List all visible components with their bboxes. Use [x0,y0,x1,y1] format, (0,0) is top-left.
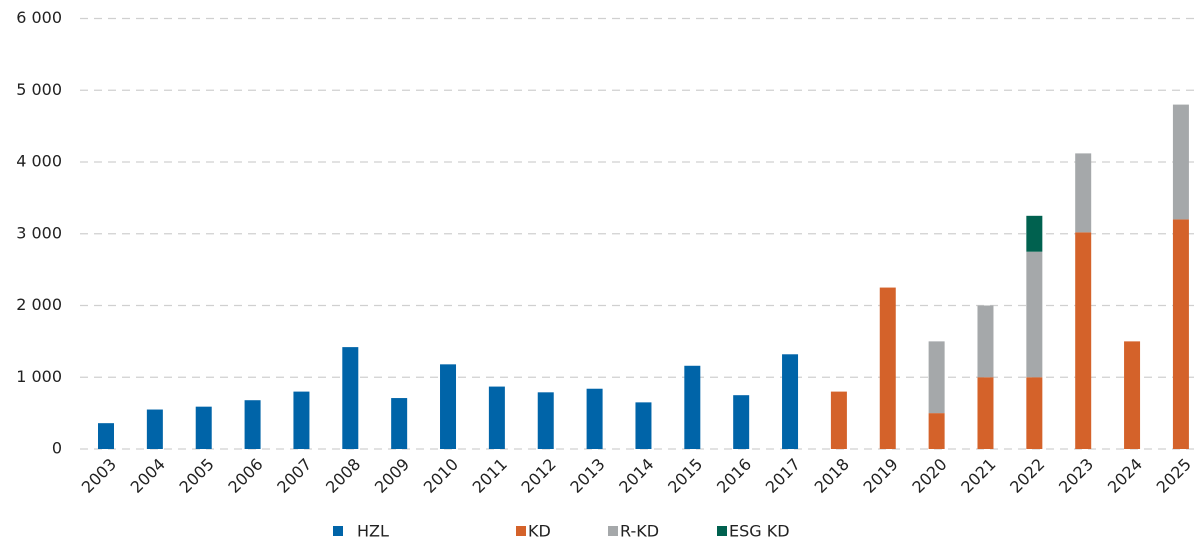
bar-segment [1075,232,1092,449]
y-tick-label: 6 000 [16,8,62,27]
legend-label: KD [528,522,551,541]
bar-segment [1172,104,1189,220]
bar-segment [635,402,652,449]
legend-swatch [717,526,727,536]
bar-segment [1124,341,1141,449]
legend-label: R-KD [620,522,659,541]
bar-segment [1026,377,1043,449]
bar-segment [488,386,505,449]
x-tick-label: 2020 [908,455,950,497]
y-tick-label: 3 000 [16,223,62,242]
bar-segment [782,354,799,449]
legend-label: ESG KD [729,522,790,541]
bar-segment [98,423,114,449]
x-tick-label: 2018 [811,455,853,497]
legend-swatch [516,526,526,536]
bar-segment [733,395,750,449]
x-tick-label: 2017 [762,455,804,497]
x-tick-label: 2010 [420,455,462,497]
bar-segment [1026,251,1043,378]
x-tick-label: 2012 [518,455,560,497]
x-tick-label: 2006 [224,455,266,497]
bar-segment [1026,215,1043,252]
x-tick-label: 2016 [713,455,755,497]
x-tick-label: 2004 [127,455,169,497]
bar-segment [684,365,701,449]
bar-segment [977,305,994,378]
legend-swatch [608,526,618,536]
x-tick-label: 2021 [957,455,999,497]
y-tick-label: 1 000 [16,367,62,386]
bar-segment [1172,219,1189,449]
bar-segment [391,398,408,449]
x-tick-label: 2022 [1006,455,1048,497]
y-tick-label: 4 000 [16,152,62,171]
x-tick-label: 2007 [273,455,315,497]
x-tick-label: 2009 [371,455,413,497]
x-tick-label: 2008 [322,455,364,497]
x-tick-label: 2023 [1055,455,1097,497]
x-tick-label: 2015 [664,455,706,497]
y-tick-label: 0 [52,439,62,458]
x-tick-label: 2025 [1153,455,1195,497]
x-tick-label: 2019 [860,455,902,497]
legend-label: HZL [357,522,389,541]
y-tick-label: 5 000 [16,80,62,99]
bar-segment [244,400,261,449]
bar-segment [440,364,457,449]
x-tick-label: 2003 [78,455,120,497]
legend-swatch [333,526,343,536]
x-tick-label: 2011 [469,455,511,497]
bar-segment [830,391,847,449]
bar-segment [537,392,554,449]
bar-segment [879,287,896,449]
bar-segment [977,377,994,449]
bar-segment [928,341,945,414]
bar-segment [928,413,945,449]
x-tick-label: 2005 [176,455,218,497]
bar-segment [586,388,603,449]
bar-segment [146,409,163,449]
bar-segment [195,406,212,449]
y-tick-label: 2 000 [16,295,62,314]
x-tick-label: 2024 [1104,455,1146,497]
bar-segment [342,347,359,449]
x-tick-label: 2014 [615,455,657,497]
bar-segment [1075,153,1092,233]
bar-segment [293,391,310,449]
x-tick-label: 2013 [566,455,608,497]
